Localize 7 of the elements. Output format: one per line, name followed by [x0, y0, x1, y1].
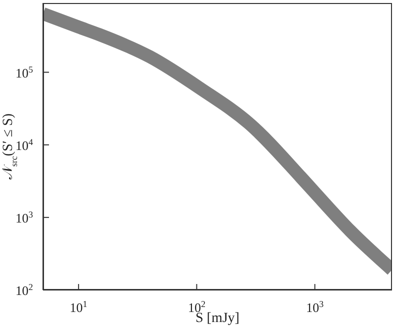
x-tick-label: 10$^{3}$ — [306, 299, 324, 315]
y-tick-label: 10$^{5}$ — [16, 64, 34, 80]
y-tick-label: 10$^{2}$ — [16, 282, 33, 298]
x-tick-label: 10$^{1}$ — [70, 299, 88, 315]
x-axis-title: S [mJy] — [196, 311, 240, 326]
y-tick-label: 10$^{3}$ — [16, 209, 34, 226]
y-tick-label: 10$^{4}$ — [16, 136, 34, 153]
